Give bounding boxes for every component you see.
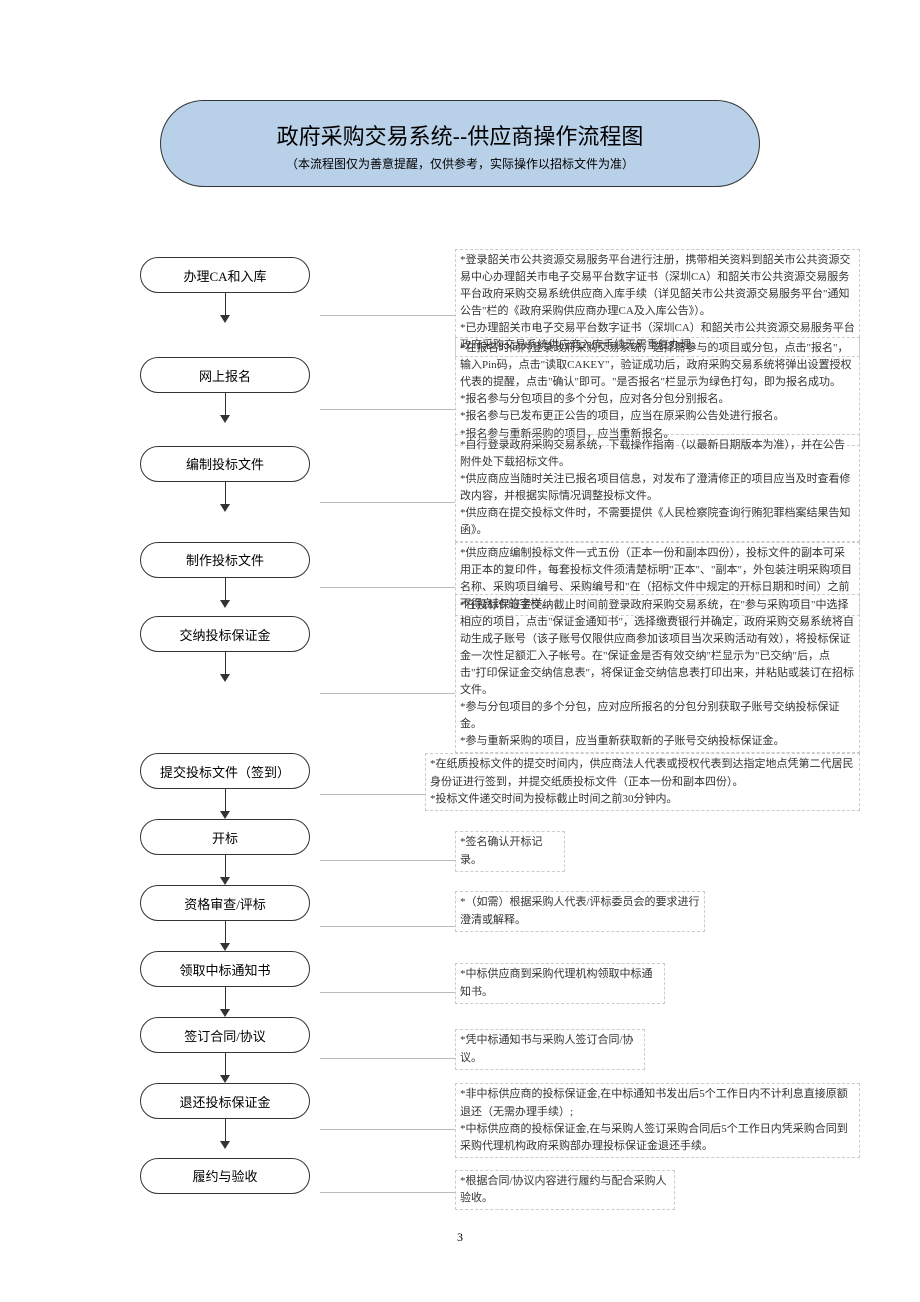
desc-line: *报名参与已发布更正公告的项目，应当在原采购公告处进行报名。 [460, 408, 855, 425]
connector [320, 409, 455, 410]
flow-node: 编制投标文件 [140, 446, 310, 482]
node-column: 开标 [130, 819, 320, 885]
desc-line: *签名确认开标记录。 [460, 834, 560, 868]
step-description: *非中标供应商的投标保证金,在中标通知书发出后5个工作日内不计利息直接原额退还（… [455, 1083, 860, 1157]
flow-node: 领取中标通知书 [140, 951, 310, 987]
flow-row: 开标 *签名确认开标记录。 [130, 819, 860, 885]
desc-line: *报名参与分包项目的多个分包，应对各分包分别报名。 [460, 391, 855, 408]
connector [320, 992, 455, 993]
flow-node: 退还投标保证金 [140, 1083, 310, 1119]
flow-node: 办理CA和入库 [140, 257, 310, 293]
desc-line: *参与重新采购的项目，应当重新获取新的子账号交纳投标保证金。 [460, 733, 855, 750]
step-description: *自行登录政府采购交易系统，下载操作指南（以最新日期版本为准），并在公告附件处下… [455, 434, 860, 542]
desc-line: *供应商应当随时关注已报名项目信息，对发布了澄清修正的项目应当及时查看修改内容，… [460, 471, 855, 505]
node-column: 交纳投标保证金 [130, 616, 320, 682]
desc-line: *参与分包项目的多个分包，应对应所报名的分包分别获取子账号交纳投标保证金。 [460, 699, 855, 733]
desc-line: *中标供应商到采购代理机构领取中标通知书。 [460, 966, 660, 1000]
header-title: 政府采购交易系统--供应商操作流程图 [201, 119, 719, 151]
node-column: 提交投标文件（签到） [130, 753, 320, 819]
flow-row: 编制投标文件*自行登录政府采购交易系统，下载操作指南（以最新日期版本为准），并在… [130, 446, 860, 542]
step-description: *根据合同/协议内容进行履约与配合采购人验收。 [455, 1170, 675, 1210]
flow-row: 领取中标通知书 *中标供应商到采购代理机构领取中标通知书。 [130, 951, 860, 1017]
desc-line: *中标供应商的投标保证金,在与采购人签订采购合同后5个工作日内凭采购合同到采购代… [460, 1121, 855, 1155]
connector [320, 860, 455, 861]
step-description: *签名确认开标记录。 [455, 831, 565, 871]
desc-line: *根据合同/协议内容进行履约与配合采购人验收。 [460, 1173, 670, 1207]
flowchart: 办理CA和入库*登录韶关市公共资源交易服务平台进行注册，携带相关资料到韶关市公共… [130, 257, 860, 1210]
node-column: 履约与验收 [130, 1158, 320, 1194]
connector [320, 502, 455, 503]
step-description: *凭中标通知书与采购人签订合同/协议。 [455, 1029, 645, 1069]
step-description: *在纸质投标文件的提交时间内，供应商法人代表或授权代表到达指定地点凭第二代居民身… [425, 753, 860, 810]
connector [320, 1058, 455, 1059]
desc-line: *（如需）根据采购人代表/评标委员会的要求进行澄清或解释。 [460, 894, 700, 928]
node-column: 网上报名 [130, 357, 320, 423]
desc-line: *投标文件递交时间为投标截止时间之前30分钟内。 [430, 791, 855, 808]
flow-node: 交纳投标保证金 [140, 616, 310, 652]
desc-line: *供应商在提交投标文件时，不需要提供《人民检察院查询行贿犯罪档案结果告知函》。 [460, 505, 855, 539]
page-number: 3 [60, 1230, 860, 1245]
desc-line: *在纸质投标文件的提交时间内，供应商法人代表或授权代表到达指定地点凭第二代居民身… [430, 756, 855, 790]
desc-line: *非中标供应商的投标保证金,在中标通知书发出后5个工作日内不计利息直接原额退还（… [460, 1086, 855, 1120]
node-column: 制作投标文件 [130, 542, 320, 608]
connector [320, 587, 455, 588]
node-column: 领取中标通知书 [130, 951, 320, 1017]
connector [320, 693, 455, 694]
node-column: 退还投标保证金 [130, 1083, 320, 1149]
flow-row: 资格审查/评标 *（如需）根据采购人代表/评标委员会的要求进行澄清或解释。 [130, 885, 860, 951]
flow-row: 退还投标保证金 *非中标供应商的投标保证金,在中标通知书发出后5个工作日内不计利息… [130, 1083, 860, 1157]
node-column: 编制投标文件 [130, 446, 320, 512]
flow-node: 开标 [140, 819, 310, 855]
header-subtitle: （本流程图仅为善意提醒，仅供参考，实际操作以招标文件为准） [201, 155, 719, 172]
flow-node: 制作投标文件 [140, 542, 310, 578]
desc-line: *自行登录政府采购交易系统，下载操作指南（以最新日期版本为准），并在公告附件处下… [460, 437, 855, 471]
flow-row: 提交投标文件（签到） *在纸质投标文件的提交时间内，供应商法人代表或授权代表到达指… [130, 753, 860, 819]
step-description: *中标供应商到采购代理机构领取中标通知书。 [455, 963, 665, 1003]
connector [320, 926, 455, 927]
flow-row: 履约与验收 *根据合同/协议内容进行履约与配合采购人验收。 [130, 1158, 860, 1210]
node-column: 办理CA和入库 [130, 257, 320, 323]
flow-node: 签订合同/协议 [140, 1017, 310, 1053]
flow-node: 资格审查/评标 [140, 885, 310, 921]
connector [320, 1192, 455, 1193]
desc-line: *登录韶关市公共资源交易服务平台进行注册，携带相关资料到韶关市公共资源交易中心办… [460, 252, 855, 320]
desc-line: *凭中标通知书与采购人签订合同/协议。 [460, 1032, 640, 1066]
step-description: *在投标保证金交纳截止时间前登录政府采购交易系统，在"参与采购项目"中选择相应的… [455, 594, 860, 753]
connector [320, 315, 455, 316]
connector [320, 1129, 455, 1130]
flow-node: 网上报名 [140, 357, 310, 393]
node-column: 资格审查/评标 [130, 885, 320, 951]
flow-row: 网上报名*在报名时间内登录政府采购交易系统，选择需参与的项目或分包，点击"报名"… [130, 357, 860, 445]
step-description: *（如需）根据采购人代表/评标委员会的要求进行澄清或解释。 [455, 891, 705, 931]
desc-line: *在投标保证金交纳截止时间前登录政府采购交易系统，在"参与采购项目"中选择相应的… [460, 597, 855, 699]
flow-row: 交纳投标保证金*在投标保证金交纳截止时间前登录政府采购交易系统，在"参与采购项目… [130, 616, 860, 753]
flow-node: 提交投标文件（签到） [140, 753, 310, 789]
header: 政府采购交易系统--供应商操作流程图 （本流程图仅为善意提醒，仅供参考，实际操作… [160, 100, 760, 187]
flow-node: 履约与验收 [140, 1158, 310, 1194]
node-column: 签订合同/协议 [130, 1017, 320, 1083]
flow-row: 签订合同/协议 *凭中标通知书与采购人签订合同/协议。 [130, 1017, 860, 1083]
step-description: *在报名时间内登录政府采购交易系统，选择需参与的项目或分包，点击"报名"，输入P… [455, 337, 860, 445]
desc-line: *在报名时间内登录政府采购交易系统，选择需参与的项目或分包，点击"报名"，输入P… [460, 340, 855, 391]
connector [320, 794, 425, 795]
